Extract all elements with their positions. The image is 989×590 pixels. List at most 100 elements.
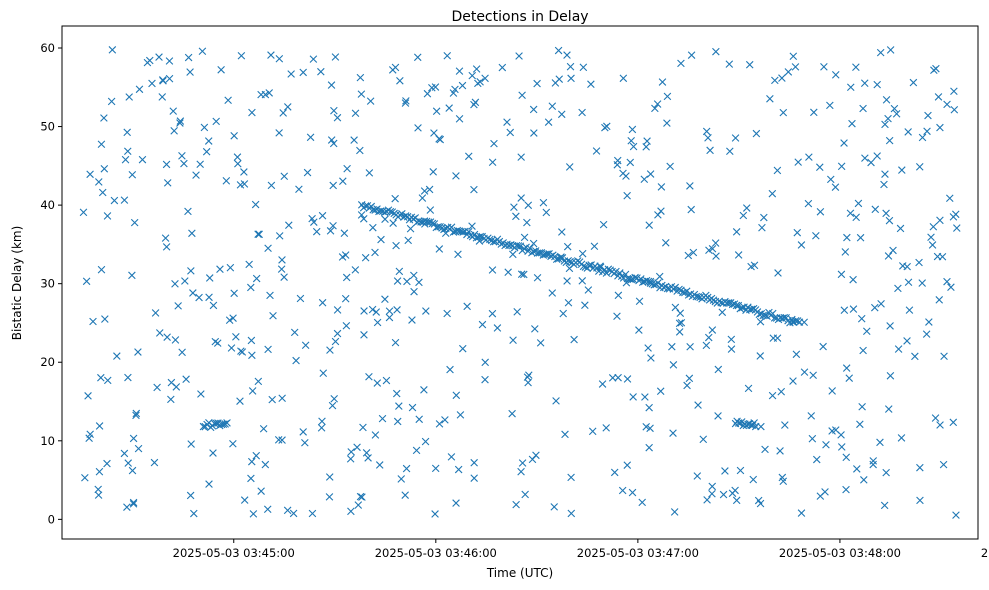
detection-point	[934, 93, 943, 101]
detection-point	[410, 287, 418, 296]
detection-point	[658, 78, 667, 86]
detection-point	[706, 146, 714, 155]
detection-point	[592, 147, 601, 155]
detection-point	[638, 498, 646, 507]
detection-point	[877, 300, 885, 308]
detection-point	[180, 159, 188, 168]
detection-point	[418, 194, 427, 202]
detection-point	[371, 248, 379, 257]
detection-point	[125, 93, 133, 101]
detection-point	[283, 103, 292, 111]
detection-point	[470, 474, 478, 482]
detection-point	[559, 309, 568, 318]
detection-point	[134, 348, 142, 356]
detection-point	[369, 223, 377, 232]
detection-point	[869, 460, 877, 469]
data-points	[79, 46, 961, 519]
detection-point	[766, 94, 774, 103]
detection-point	[880, 180, 888, 189]
detection-point	[327, 136, 336, 144]
detection-point	[391, 338, 400, 347]
detection-point	[159, 76, 167, 85]
detection-point	[249, 510, 258, 518]
detection-point	[859, 346, 867, 355]
detection-point	[346, 455, 355, 463]
detection-point	[431, 464, 440, 473]
detection-point	[952, 511, 960, 519]
detection-point	[153, 383, 161, 392]
detection-point	[402, 97, 410, 105]
detection-point	[158, 93, 167, 101]
detection-point	[128, 170, 137, 179]
detection-point	[882, 96, 891, 104]
detection-point	[610, 468, 619, 477]
detection-point	[903, 262, 911, 271]
detection-point	[347, 507, 355, 516]
detection-point	[301, 341, 310, 350]
detection-point	[708, 244, 717, 253]
detection-point	[769, 334, 778, 342]
y-tick-label: 10	[40, 434, 55, 448]
detection-point	[604, 265, 613, 273]
detection-point	[326, 346, 334, 354]
detection-point	[81, 473, 89, 482]
detection-point	[831, 71, 840, 79]
detection-point	[725, 60, 734, 68]
detection-point	[687, 205, 695, 214]
detection-point	[677, 318, 686, 327]
detection-point	[774, 269, 782, 277]
detection-point	[523, 218, 531, 227]
detection-point	[209, 449, 217, 457]
detection-point	[129, 498, 138, 507]
detection-point	[178, 152, 186, 160]
y-tick-label: 60	[40, 41, 55, 55]
detection-point	[504, 268, 512, 277]
detection-point	[195, 293, 203, 302]
detection-point	[192, 171, 200, 179]
detection-point	[734, 251, 743, 259]
detection-point	[373, 318, 382, 327]
detection-point	[930, 66, 938, 75]
detection-point	[931, 414, 940, 422]
detection-point	[778, 74, 786, 82]
detection-point	[819, 342, 827, 351]
detection-point	[815, 163, 824, 172]
detection-point	[454, 465, 463, 474]
detection-point	[846, 83, 855, 92]
detection-point	[351, 109, 360, 118]
detection-point	[936, 421, 944, 429]
detection-point	[401, 491, 409, 499]
detection-point	[472, 65, 481, 73]
detection-point	[552, 397, 560, 405]
detection-point	[518, 459, 527, 467]
detection-point	[566, 62, 575, 71]
detection-point	[889, 246, 897, 255]
detection-point	[613, 312, 621, 321]
detection-point	[251, 200, 260, 209]
detection-point	[186, 68, 194, 76]
detection-point	[524, 201, 533, 210]
detection-point	[860, 79, 869, 87]
detection-point	[420, 386, 428, 394]
detection-point	[768, 189, 777, 198]
detection-point	[756, 317, 765, 326]
detection-point	[629, 393, 637, 401]
detection-point	[712, 252, 720, 260]
detection-point	[261, 90, 270, 99]
detection-point	[905, 306, 914, 314]
detection-point	[254, 377, 263, 386]
detection-point	[861, 154, 869, 162]
detection-point	[212, 117, 220, 126]
detection-point	[107, 97, 116, 106]
detection-point	[454, 250, 462, 259]
detection-point	[128, 466, 137, 475]
detection-point	[395, 267, 404, 276]
detection-point	[310, 218, 318, 226]
x-tick-label: 2025-05-03 03:49:00	[981, 546, 989, 560]
detection-point	[945, 194, 954, 203]
detection-point	[736, 466, 745, 475]
detection-point	[676, 309, 685, 318]
detection-point	[103, 376, 112, 385]
